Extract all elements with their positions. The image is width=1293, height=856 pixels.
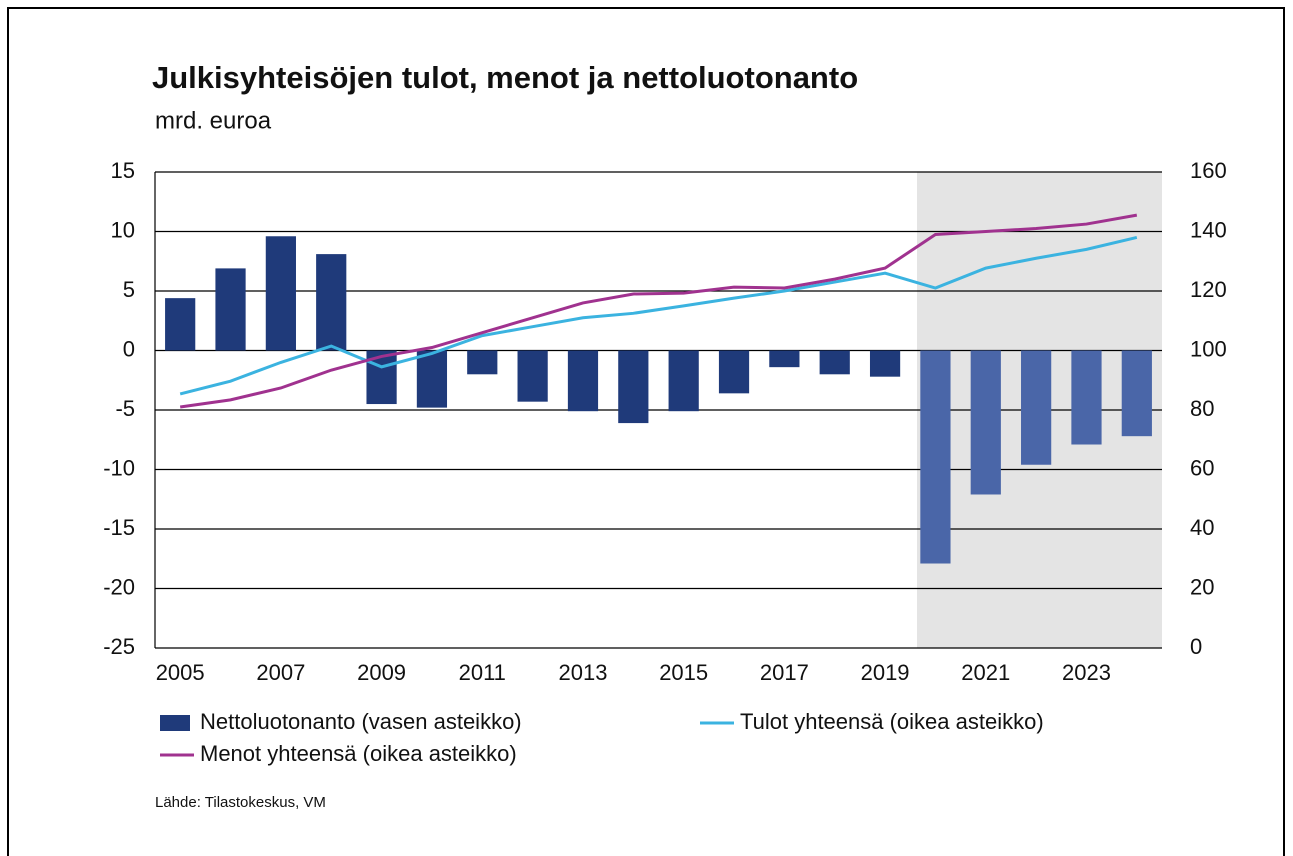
x-tick-label: 2011 xyxy=(459,660,506,685)
y-tick-label: -5 xyxy=(115,396,135,421)
y2-tick-label: 80 xyxy=(1190,396,1214,421)
source: Lähde: Tilastokeskus, VM xyxy=(155,794,326,811)
bar xyxy=(1071,350,1102,445)
bar xyxy=(265,236,296,351)
y2-tick-label: 140 xyxy=(1190,217,1227,242)
x-tick-label: 2017 xyxy=(760,660,809,685)
legend-label: Tulot yhteensä (oikea asteikko) xyxy=(740,709,1044,734)
bar xyxy=(416,350,448,408)
x-tick-label: 2021 xyxy=(961,660,1010,685)
bar xyxy=(769,350,800,368)
y2-tick-label: 100 xyxy=(1190,336,1227,361)
legend-swatch xyxy=(160,715,190,731)
y2-tick-label: 60 xyxy=(1190,455,1214,480)
bar xyxy=(920,350,951,564)
line xyxy=(179,235,1138,396)
bar xyxy=(567,350,599,412)
legend-label: Menot yhteensä (oikea asteikko) xyxy=(200,741,517,766)
bar xyxy=(467,350,498,375)
y2-tick-label: 0 xyxy=(1190,634,1202,659)
frame xyxy=(7,7,1285,856)
x-tick-label: 2019 xyxy=(861,660,910,685)
bar xyxy=(618,350,649,424)
chart-subtitle: mrd. euroa xyxy=(155,107,272,134)
y2-tick-label: 160 xyxy=(1190,158,1227,183)
y2-tick-label: 20 xyxy=(1190,574,1214,599)
y2-tick-label: 40 xyxy=(1190,515,1214,540)
y-tick-label: -15 xyxy=(103,515,135,540)
x-tick-label: 2005 xyxy=(156,660,205,685)
chart-title: Julkisyhteisöjen tulot, menot ja nettolu… xyxy=(152,60,858,95)
bar xyxy=(869,350,901,377)
y-tick-label: -10 xyxy=(103,455,135,480)
bar xyxy=(970,350,1001,495)
bar xyxy=(316,254,347,351)
y-tick-label: -20 xyxy=(103,574,135,599)
y-tick-label: 0 xyxy=(123,336,135,361)
y2-tick-label: 120 xyxy=(1190,277,1227,302)
bar xyxy=(517,350,548,402)
bar xyxy=(165,298,196,351)
x-tick-label: 2023 xyxy=(1062,660,1111,685)
bar xyxy=(1121,350,1152,437)
line xyxy=(179,213,1138,409)
bar xyxy=(215,268,246,351)
x-tick-label: 2007 xyxy=(256,660,305,685)
y-tick-label: -25 xyxy=(103,634,135,659)
x-tick-label: 2009 xyxy=(357,660,406,685)
x-tick-label: 2013 xyxy=(558,660,607,685)
y-tick-label: 15 xyxy=(111,158,135,183)
bar xyxy=(819,350,850,375)
y-tick-label: 10 xyxy=(111,217,135,242)
bar xyxy=(668,350,699,412)
y-tick-label: 5 xyxy=(123,277,135,302)
legend-label: Nettoluotonanto (vasen asteikko) xyxy=(200,709,522,734)
bar xyxy=(718,350,750,394)
bar xyxy=(1021,350,1052,465)
x-tick-label: 2015 xyxy=(659,660,708,685)
